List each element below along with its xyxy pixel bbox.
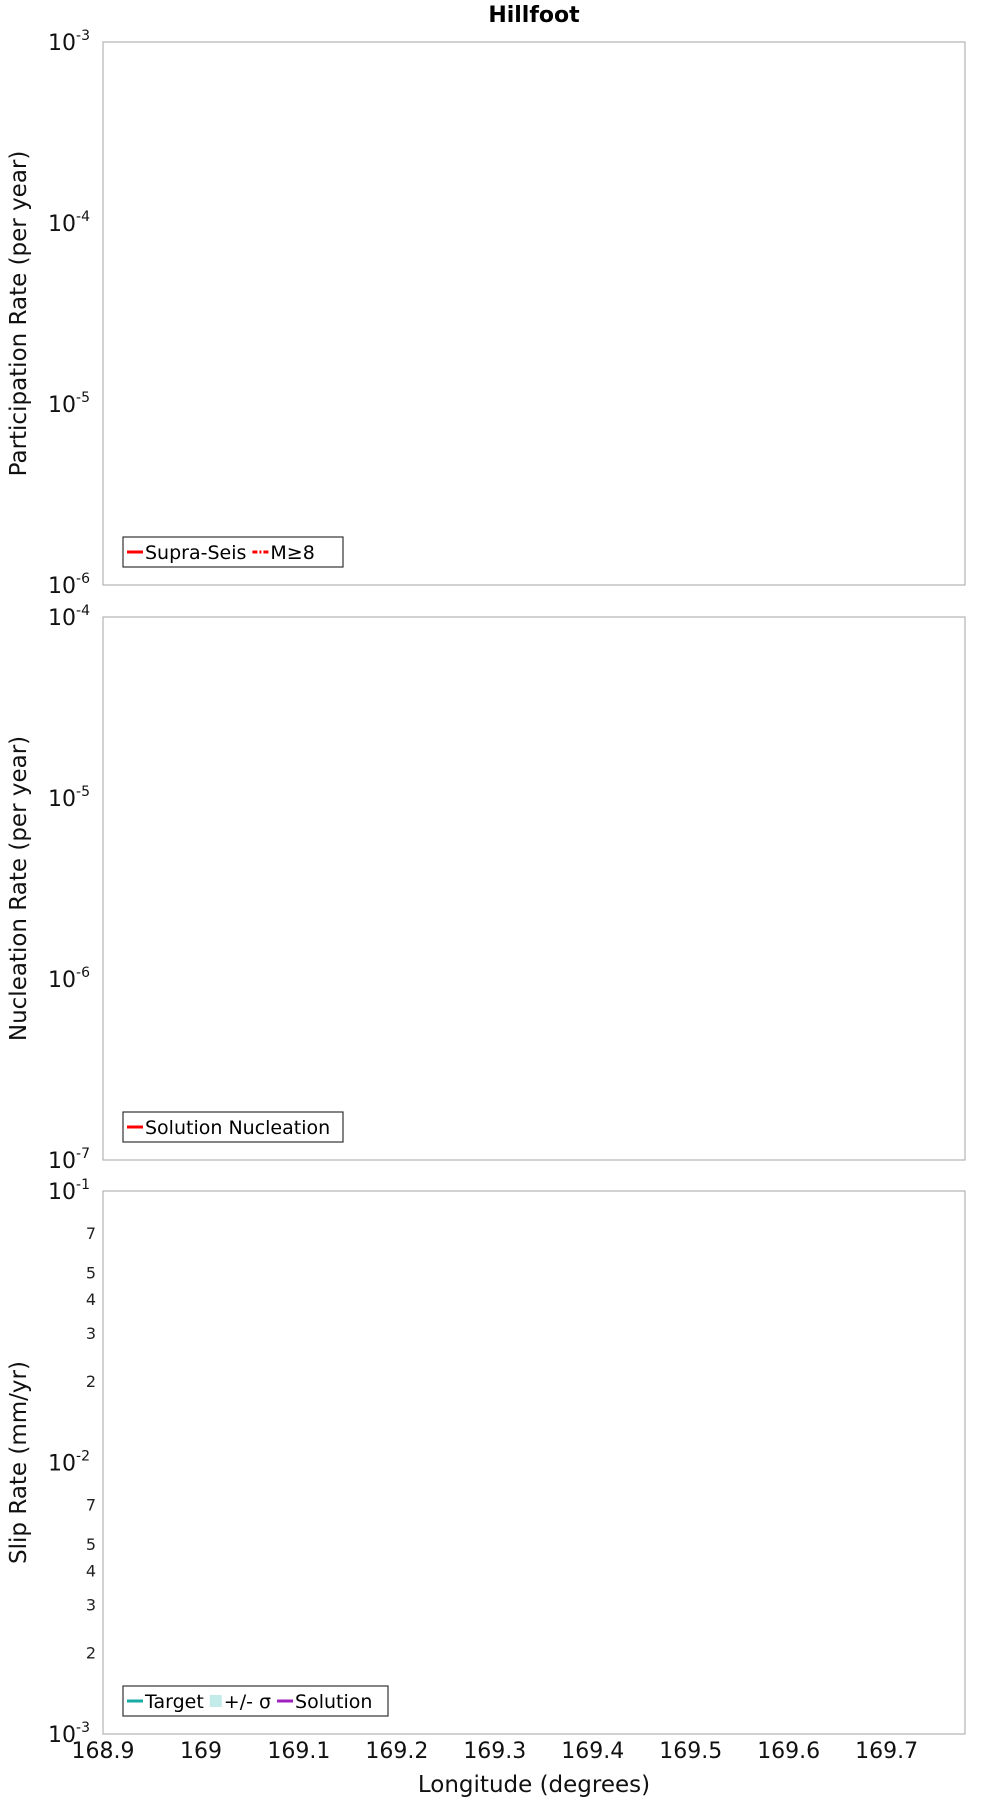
legend-swatch xyxy=(209,1695,222,1707)
y-tick-label: 10-5 xyxy=(48,784,90,812)
panel-1: 10-6 10-5 10-4 10-3 Participation Rate (per … xyxy=(6,28,966,599)
legend-label: Solution Nucleation xyxy=(145,1117,330,1139)
y-axis-label: Slip Rate (mm/yr) xyxy=(6,1361,32,1564)
y-tick-label: 10-2 xyxy=(48,1449,90,1477)
legend-label: Supra-Seis xyxy=(145,542,246,564)
x-tick-label: 169.2 xyxy=(365,1739,428,1764)
legend-box xyxy=(122,1685,389,1717)
x-tick-label: 169.6 xyxy=(757,1739,820,1764)
x-tick-label: 169.1 xyxy=(267,1739,330,1764)
legend: Supra-Seis M≥8 xyxy=(122,536,344,568)
y-axis-label: Nucleation Rate (per year) xyxy=(6,736,32,1041)
x-tick-label: 168.9 xyxy=(72,1739,135,1764)
plot-frame xyxy=(102,1190,966,1735)
y-tick-label: 10-1 xyxy=(48,1177,90,1205)
y-tick-label-minor: 5 xyxy=(86,1535,96,1554)
y-tick-label: 10-6 xyxy=(48,965,90,993)
plot-frame xyxy=(102,616,966,1161)
y-tick-label-minor: 4 xyxy=(86,1562,96,1581)
panel-2: 10-7 10-6 10-5 10-4 Nucleation Rate (per yea… xyxy=(6,603,966,1174)
legend-label: M≥8 xyxy=(270,542,314,564)
x-axis-label: Longitude (degrees) xyxy=(418,1772,650,1798)
y-tick-label: 10-4 xyxy=(48,603,90,631)
x-tick-label: 169.7 xyxy=(855,1739,918,1764)
legend-label: +/- σ xyxy=(224,1691,271,1713)
x-tick-label: 169.5 xyxy=(659,1739,722,1764)
panel-3: 2 3 4 5 7 2 3 4 5 7 10-3 10-2 10-1 Slip Rate (mm/yr) T… xyxy=(6,1177,966,1748)
y-tick-label-minor: 2 xyxy=(86,1643,96,1662)
y-tick-label: 10-3 xyxy=(48,28,90,56)
legend: Target +/- σ Solution xyxy=(122,1685,389,1717)
chart-title: Hillfoot xyxy=(488,3,580,28)
y-tick-label-minor: 3 xyxy=(86,1595,96,1614)
legend: Solution Nucleation xyxy=(122,1111,344,1143)
y-tick-label: 10-5 xyxy=(48,390,90,418)
x-tick-label: 169.4 xyxy=(561,1739,624,1764)
y-tick-label: 10-7 xyxy=(48,1146,90,1174)
y-tick-label-minor: 7 xyxy=(86,1496,96,1515)
y-tick-label-minor: 5 xyxy=(86,1264,96,1283)
y-axis-label: Participation Rate (per year) xyxy=(6,151,32,477)
y-tick-label-minor: 7 xyxy=(86,1224,96,1243)
x-tick-label: 169.3 xyxy=(463,1739,526,1764)
legend-label: Solution xyxy=(295,1691,372,1713)
plot-frame xyxy=(102,41,966,586)
legend-box xyxy=(122,536,344,568)
x-tick-label: 169 xyxy=(180,1739,222,1764)
y-tick-label-minor: 4 xyxy=(86,1290,96,1309)
y-tick-label: 10-4 xyxy=(48,209,90,237)
legend-box xyxy=(122,1111,344,1143)
y-tick-label: 10-6 xyxy=(48,571,90,599)
y-tick-label-minor: 2 xyxy=(86,1372,96,1391)
y-tick-label-minor: 3 xyxy=(86,1324,96,1343)
y-tick-label: 10-3 xyxy=(48,1720,90,1748)
legend-label: Target xyxy=(144,1691,204,1713)
